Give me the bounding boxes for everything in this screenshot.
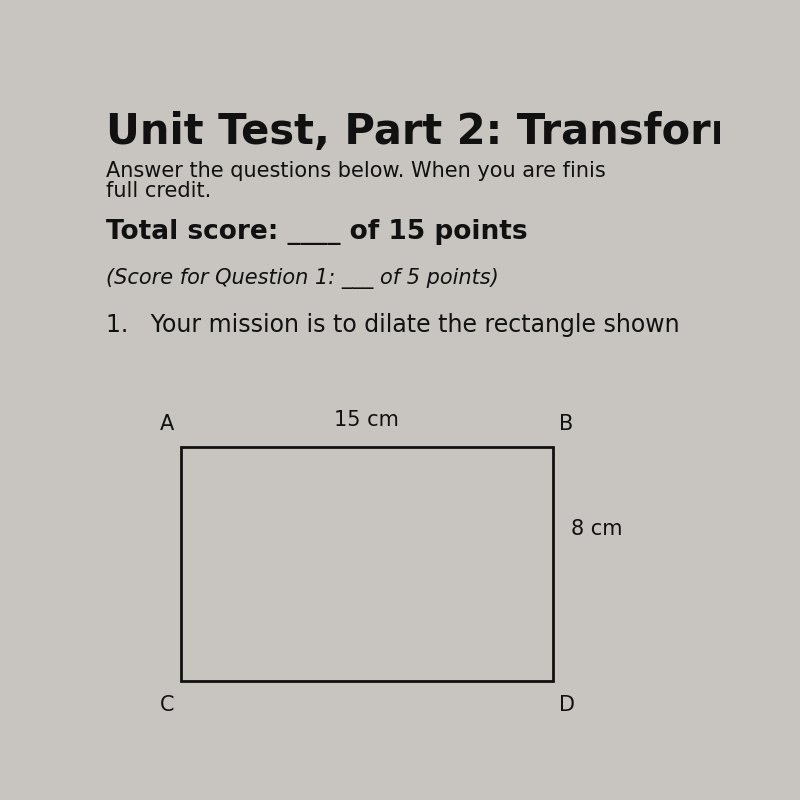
Text: D: D — [558, 694, 574, 714]
Text: C: C — [160, 694, 174, 714]
Text: Total score: ____ of 15 points: Total score: ____ of 15 points — [106, 219, 528, 245]
Text: 8 cm: 8 cm — [571, 519, 622, 539]
Text: full credit.: full credit. — [106, 181, 211, 201]
Text: Answer the questions below. When you are finis: Answer the questions below. When you are… — [106, 161, 606, 181]
Text: A: A — [160, 414, 174, 434]
Text: B: B — [558, 414, 573, 434]
Bar — [181, 447, 553, 682]
Text: Unit Test, Part 2: Transform: Unit Test, Part 2: Transform — [106, 111, 754, 154]
Text: (Score for Question 1: ___ of 5 points): (Score for Question 1: ___ of 5 points) — [106, 269, 499, 290]
Text: 15 cm: 15 cm — [334, 410, 399, 430]
Text: 1.   Your mission is to dilate the rectangle shown: 1. Your mission is to dilate the rectang… — [106, 313, 680, 337]
